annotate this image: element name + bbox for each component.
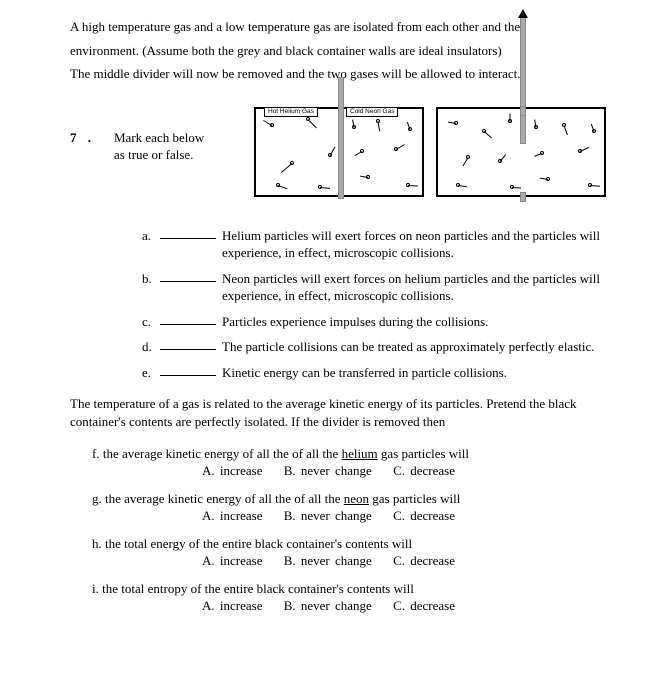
particle-trail xyxy=(590,185,600,187)
tf-blank[interactable] xyxy=(160,364,216,376)
particle-trail xyxy=(580,146,589,151)
divider-stub-top xyxy=(520,106,526,116)
particle-trail xyxy=(512,187,521,188)
tf-letter: d. xyxy=(142,338,160,356)
mc-opt-b[interactable]: B. never change xyxy=(284,463,372,478)
tf-item-e: e. Kinetic energy can be transferred in … xyxy=(142,364,628,382)
mc-opt-a[interactable]: A. increase xyxy=(202,508,262,523)
tf-item-a: a. Helium particles will exert forces on… xyxy=(142,227,628,262)
mc-text: the total energy of the entire black con… xyxy=(102,536,412,551)
mc-g: g. the average kinetic energy of all the… xyxy=(92,490,628,525)
particle-trail xyxy=(330,146,336,155)
mc-letter: i. xyxy=(92,581,99,596)
tf-item-d: d. The particle collisions can be treate… xyxy=(142,338,628,356)
particle-trail xyxy=(484,131,492,138)
tf-letter: c. xyxy=(142,313,160,331)
mc-options: A. increase B. never change C. decrease xyxy=(202,507,628,525)
divider-removed xyxy=(520,14,526,144)
tf-item-b: b. Neon particles will exert forces on h… xyxy=(142,270,628,305)
divider-stub-bottom xyxy=(520,192,526,202)
page: A high temperature gas and a low tempera… xyxy=(0,0,668,645)
particle-trail xyxy=(458,185,467,187)
tf-blank[interactable] xyxy=(160,270,216,282)
cold-gas-label: Cold Neon Gas xyxy=(346,107,398,118)
mc-options: A. increase B. never change C. decrease xyxy=(202,597,628,615)
particle-trail xyxy=(534,119,536,127)
question-label-line2: as true or false. xyxy=(114,146,254,164)
mc-letter: h. xyxy=(92,536,102,551)
mc-underlined: helium xyxy=(342,446,378,461)
mc-opt-b[interactable]: B. never change xyxy=(284,598,372,613)
particle-trail xyxy=(463,157,469,166)
true-false-list: a. Helium particles will exert forces on… xyxy=(142,227,628,382)
question-number: 7 . xyxy=(70,129,114,147)
mc-question: f. the average kinetic energy of all the… xyxy=(92,445,628,463)
tf-item-c: c. Particles experience impulses during … xyxy=(142,313,628,331)
mid-paragraph: The temperature of a gas is related to t… xyxy=(70,395,628,430)
particle-trail xyxy=(510,113,511,121)
mc-opt-c[interactable]: C. decrease xyxy=(393,553,455,568)
mc-question: i. the total entropy of the entire black… xyxy=(92,580,628,598)
mc-letter: f. xyxy=(92,446,100,461)
mc-opt-c[interactable]: C. decrease xyxy=(393,508,455,523)
tf-text: The particle collisions can be treated a… xyxy=(222,338,628,356)
particle-trail xyxy=(281,163,292,173)
question-label: Mark each below as true or false. xyxy=(114,129,254,164)
mc-letter: g. xyxy=(92,491,102,506)
mc-opt-a[interactable]: A. increase xyxy=(202,553,262,568)
arrow-up-icon xyxy=(518,9,528,18)
diagrams: Hot Helium Gas Cold Neon Gas xyxy=(254,107,606,197)
mc-pre: the average kinetic energy of all the of… xyxy=(100,446,342,461)
mc-opt-b[interactable]: B. never change xyxy=(284,553,372,568)
tf-blank[interactable] xyxy=(160,338,216,350)
mc-opt-c[interactable]: C. decrease xyxy=(393,598,455,613)
mc-f: f. the average kinetic energy of all the… xyxy=(92,445,628,480)
hot-gas-label: Hot Helium Gas xyxy=(264,107,318,118)
particle-trail xyxy=(355,151,362,156)
mc-opt-c[interactable]: C. decrease xyxy=(393,463,455,478)
mc-post: gas particles will xyxy=(369,491,460,506)
mc-pre: the average kinetic energy of all the of… xyxy=(102,491,344,506)
tf-letter: a. xyxy=(142,227,160,262)
tf-text: Neon particles will exert forces on heli… xyxy=(222,270,628,305)
question-row: 7 . Mark each below as true or false. Ho… xyxy=(70,129,628,197)
intro-line3: The middle divider will now be removed a… xyxy=(70,65,628,83)
tf-letter: e. xyxy=(142,364,160,382)
mc-question: h. the total energy of the entire black … xyxy=(92,535,628,553)
mc-opt-b[interactable]: B. never change xyxy=(284,508,372,523)
mc-options: A. increase B. never change C. decrease xyxy=(202,552,628,570)
gas-box-mixed xyxy=(436,107,606,197)
mc-i: i. the total entropy of the entire black… xyxy=(92,580,628,615)
divider-in-place xyxy=(338,77,344,199)
mc-opt-a[interactable]: A. increase xyxy=(202,463,262,478)
mc-question: g. the average kinetic energy of all the… xyxy=(92,490,628,508)
particle-trail xyxy=(278,185,288,189)
mc-options: A. increase B. never change C. decrease xyxy=(202,462,628,480)
gas-box-divided: Hot Helium Gas Cold Neon Gas xyxy=(254,107,424,197)
tf-blank[interactable] xyxy=(160,227,216,239)
particle-trail xyxy=(378,121,381,131)
particle-trail xyxy=(308,119,317,128)
intro-line1: A high temperature gas and a low tempera… xyxy=(70,18,628,36)
question-label-line1: Mark each below xyxy=(114,129,254,147)
mc-underlined: neon xyxy=(344,491,369,506)
tf-text: Particles experience impulses during the… xyxy=(222,313,628,331)
mc-h: h. the total energy of the entire black … xyxy=(92,535,628,570)
particle-trail xyxy=(564,125,568,135)
particle-trail xyxy=(352,119,354,127)
tf-letter: b. xyxy=(142,270,160,305)
mc-post: gas particles will xyxy=(378,446,469,461)
intro-line2: environment. (Assume both the grey and b… xyxy=(70,42,628,60)
tf-text: Helium particles will exert forces on ne… xyxy=(222,227,628,262)
mc-opt-a[interactable]: A. increase xyxy=(202,598,262,613)
mc-text: the total entropy of the entire black co… xyxy=(99,581,414,596)
tf-text: Kinetic energy can be transferred in par… xyxy=(222,364,628,382)
tf-blank[interactable] xyxy=(160,313,216,325)
particle-trail xyxy=(408,185,418,187)
particle-trail xyxy=(500,154,507,162)
